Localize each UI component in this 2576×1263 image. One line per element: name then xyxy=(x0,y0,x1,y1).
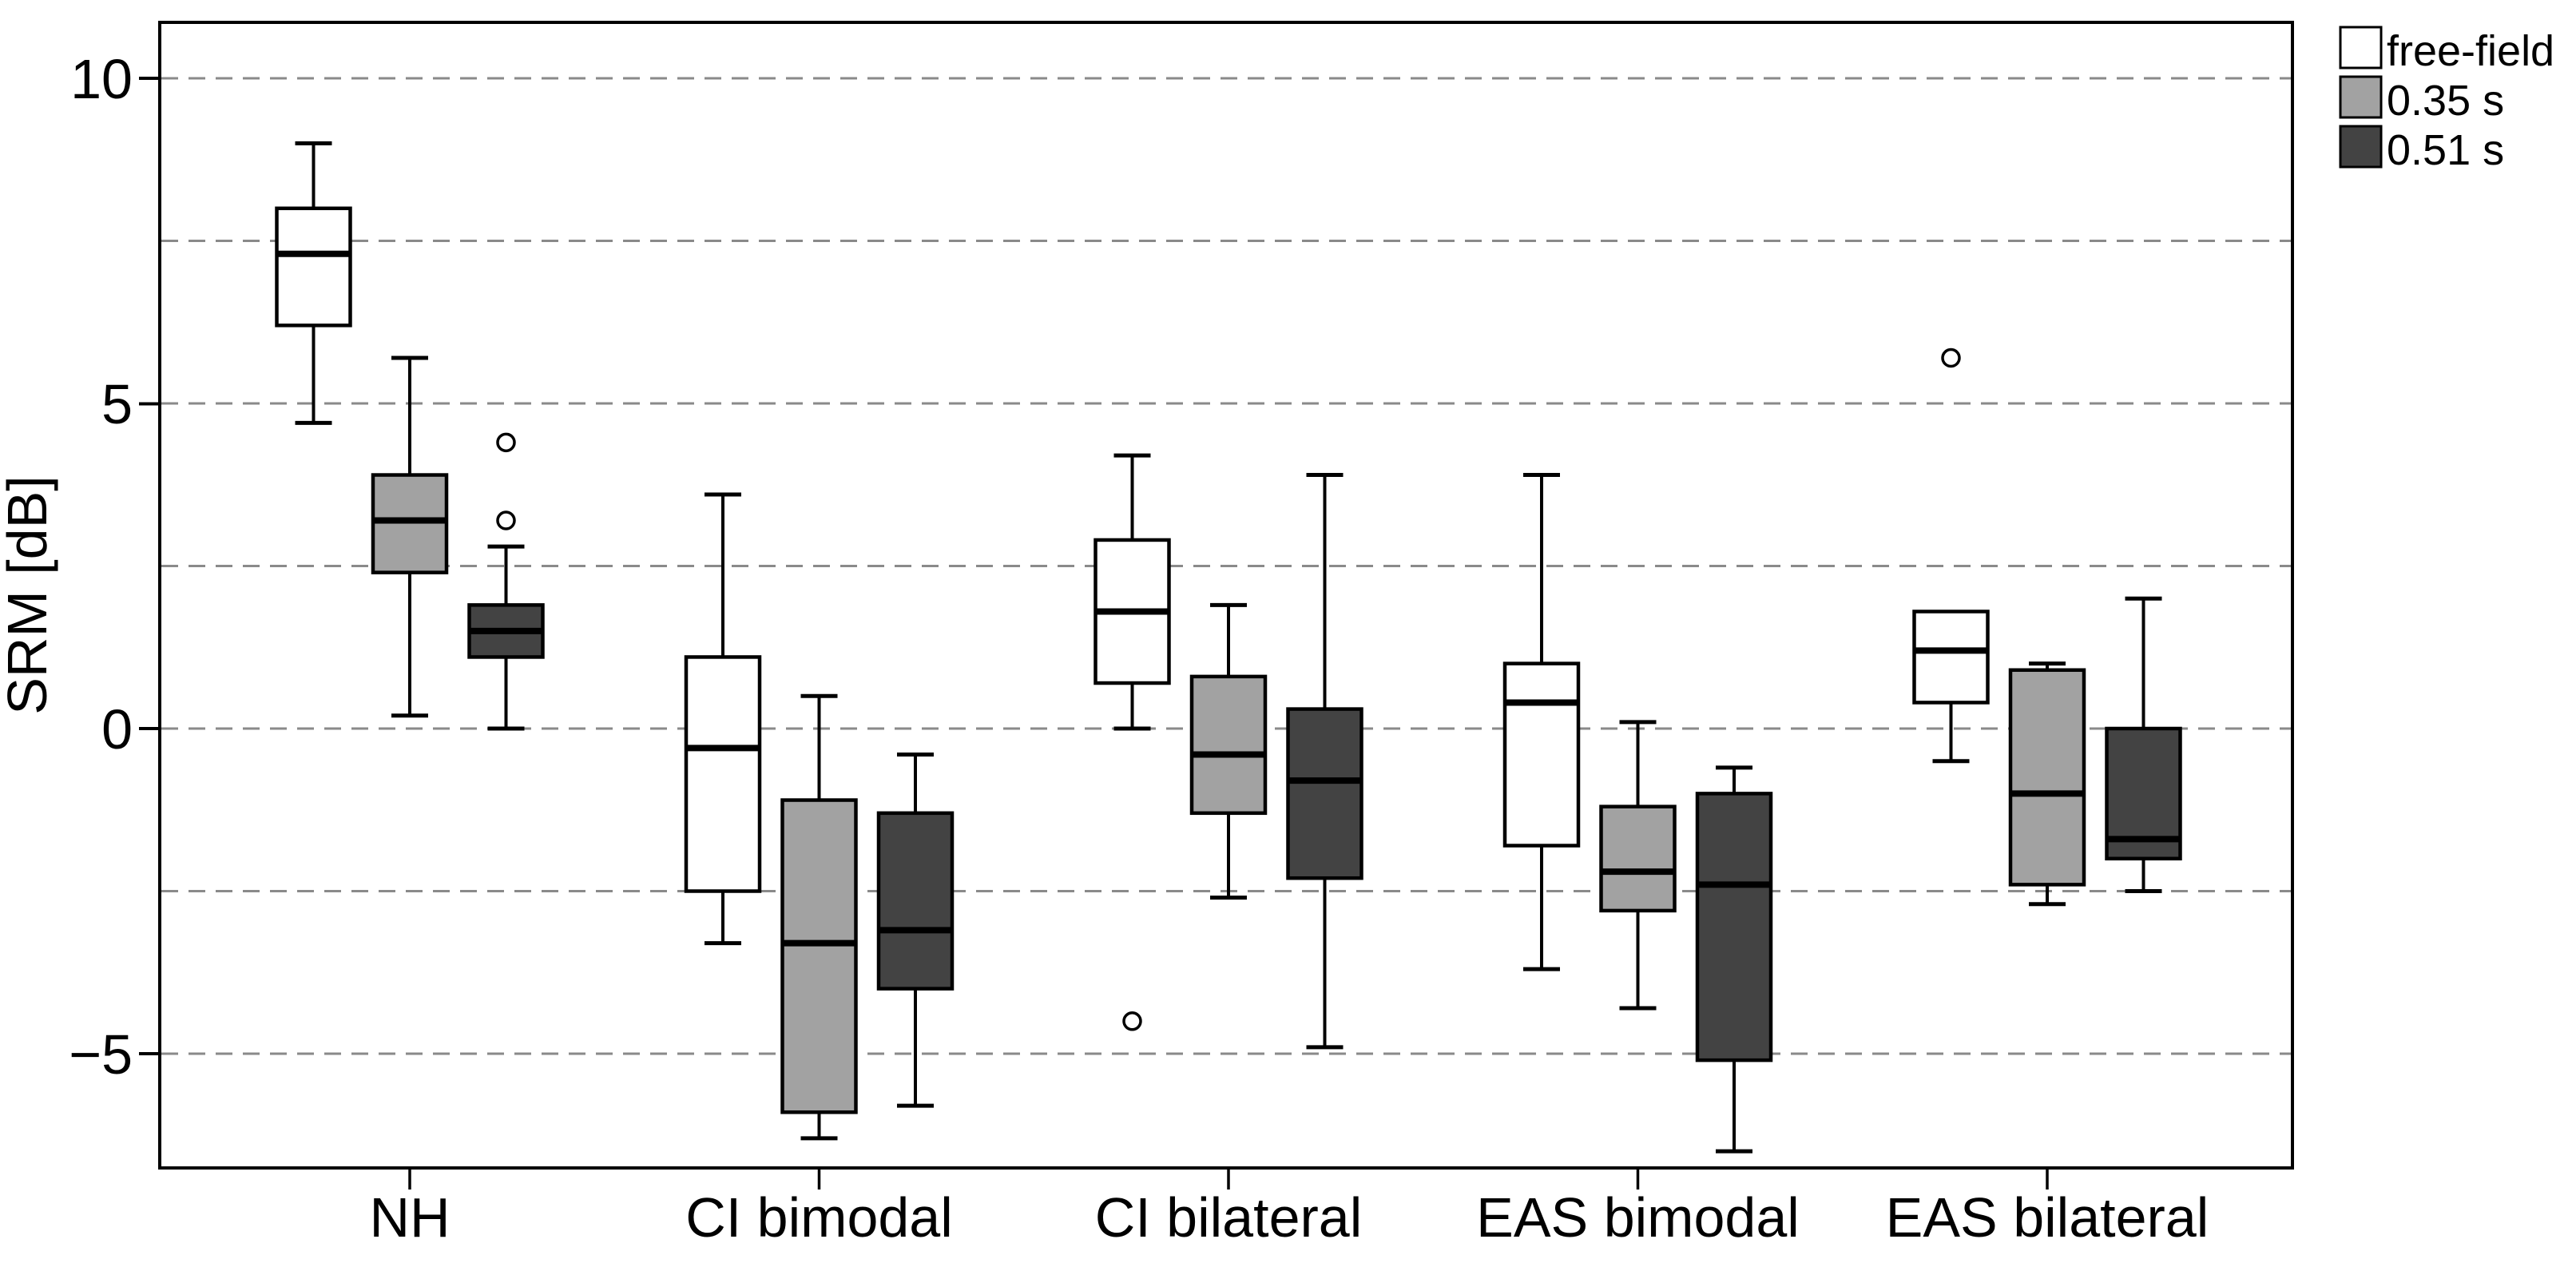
x-category-label: CI bimodal xyxy=(685,1186,953,1249)
x-category-label: CI bilateral xyxy=(1095,1186,1363,1249)
boxes-layer xyxy=(275,141,2182,1154)
legend: free-field 0.35 s 0.51 s xyxy=(2339,26,2554,174)
x-category-label: NH xyxy=(369,1186,450,1249)
iqr-box xyxy=(1599,804,1677,913)
x-category-label: EAS bilateral xyxy=(1886,1186,2209,1249)
gridlines-layer xyxy=(161,77,2291,1055)
y-tick-label: 10 xyxy=(70,48,133,110)
box-0.35 s-EAS bilateral xyxy=(2008,661,2086,907)
box-0.35 s-CI bimodal xyxy=(780,693,858,1141)
legend-label: free-field xyxy=(2387,27,2554,75)
iqr-box xyxy=(876,811,955,991)
plot-frame xyxy=(158,21,2294,1170)
box-free-field-CI bimodal xyxy=(684,492,762,946)
y-tick-label: 0 xyxy=(101,698,133,761)
legend-swatch-0.35s xyxy=(2339,75,2383,119)
box-0.51 s-NH xyxy=(467,432,545,731)
box-free-field-CI bilateral xyxy=(1094,453,1171,1031)
x-axis: NH CI bimodal CI bilateral EAS bimodal E… xyxy=(369,1168,2209,1249)
y-tick-label: −5 xyxy=(69,1023,133,1086)
box-free-field-EAS bimodal xyxy=(1502,473,1581,971)
legend-label: 0.51 s xyxy=(2387,126,2504,174)
iqr-box xyxy=(1912,610,1990,705)
iqr-box xyxy=(684,655,762,893)
iqr-box xyxy=(371,473,449,574)
outlier-point xyxy=(496,432,516,453)
iqr-box xyxy=(1189,674,1268,816)
box-0.51 s-CI bilateral xyxy=(1286,473,1363,1050)
box-free-field-NH xyxy=(275,141,352,425)
legend-label: 0.35 s xyxy=(2387,77,2504,125)
outlier-point xyxy=(1122,1011,1142,1031)
legend-swatch-0.51s xyxy=(2339,125,2383,169)
box-0.51 s-EAS bilateral xyxy=(2105,596,2182,893)
iqr-box xyxy=(1502,661,1581,848)
x-category-label: EAS bimodal xyxy=(1476,1186,1800,1249)
outlier-point xyxy=(1941,348,1961,368)
box-0.51 s-CI bimodal xyxy=(876,753,955,1108)
iqr-box xyxy=(1695,792,1773,1062)
legend-swatch-free-field xyxy=(2339,26,2383,70)
y-axis-title: SRM [dB] xyxy=(0,475,58,715)
iqr-box xyxy=(2008,668,2086,887)
y-axis: 10 5 0 −5 SRM [dB] xyxy=(0,48,160,1086)
box-free-field-EAS bilateral xyxy=(1912,348,1990,764)
box-0.35 s-NH xyxy=(371,355,449,718)
y-tick-label: 5 xyxy=(101,373,133,435)
outlier-point xyxy=(496,510,516,530)
iqr-box xyxy=(275,206,352,328)
box-0.35 s-EAS bimodal xyxy=(1599,720,1677,1011)
iqr-box xyxy=(780,798,858,1114)
box-0.51 s-EAS bimodal xyxy=(1695,765,1773,1154)
box-0.35 s-CI bilateral xyxy=(1189,602,1268,900)
iqr-box xyxy=(1286,707,1363,880)
